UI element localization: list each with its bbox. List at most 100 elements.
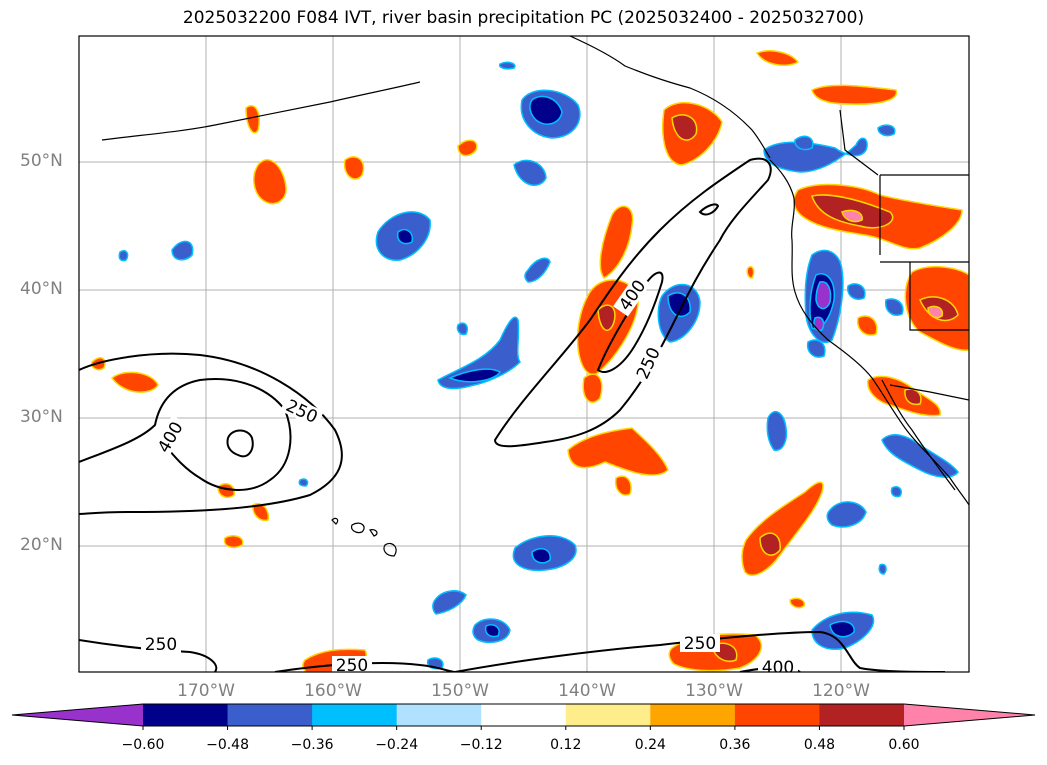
- positive-pc-area: [746, 266, 755, 279]
- baja-coastline: [881, 379, 956, 491]
- ivt-contour-400: [79, 378, 292, 491]
- colorbar-segment: [396, 704, 482, 726]
- lon-label-120w: 120°W: [812, 681, 870, 701]
- positive-pc-area: [867, 375, 941, 417]
- colorbar-tick-label: −0.24: [375, 737, 419, 753]
- positive-pc-area: [671, 114, 698, 141]
- negative-pc-area: [171, 240, 194, 261]
- colorbar-segment: [481, 704, 567, 726]
- contour-label: 250: [336, 656, 368, 676]
- positive-pc-area: [759, 532, 781, 556]
- colorbar-tick-label: −0.12: [459, 737, 503, 753]
- positive-pc-area: [927, 305, 944, 319]
- colorbar-tick-label: −0.60: [121, 737, 165, 753]
- ivt-contour-250: [493, 157, 772, 448]
- positive-pc-area: [567, 427, 669, 476]
- positive-pc-area: [741, 481, 824, 576]
- colorbar-segment: [819, 704, 905, 726]
- positive-pc-area: [811, 84, 898, 105]
- ivt-contour-400: [596, 271, 664, 373]
- colorbar-tick-label: 0.12: [550, 737, 582, 753]
- positive-pc-area: [457, 139, 478, 157]
- negative-pc-area: [878, 563, 887, 575]
- colorbar-segment: [565, 704, 651, 726]
- negative-pc-area: [531, 548, 551, 564]
- negative-pc-area: [396, 228, 414, 245]
- colorbar-tick-label: −0.48: [206, 737, 249, 753]
- negative-pc-area: [794, 135, 814, 151]
- colorbar-segment: [143, 704, 229, 726]
- ivt-contour-small: [698, 203, 720, 216]
- positive-pc-area: [755, 50, 800, 66]
- gridlines: [79, 36, 969, 672]
- canada-inland-border: [839, 109, 879, 176]
- positive-pc-area: [841, 209, 863, 223]
- colorbar-tick-label: 0.36: [719, 737, 751, 753]
- colorbar-segment: [227, 704, 313, 726]
- lat-label-20n: 20°N: [20, 535, 63, 555]
- negative-pc-area: [829, 620, 855, 638]
- positive-pc-area: [582, 373, 603, 403]
- colorbar-segment: [650, 704, 736, 726]
- colorbar-segment: [312, 704, 398, 726]
- positive-pc-area: [253, 159, 287, 205]
- positive-pc-area: [223, 535, 244, 549]
- lon-label-140w: 140°W: [558, 681, 616, 701]
- negative-pc-area: [448, 368, 502, 383]
- hawaii-islands: [331, 517, 397, 557]
- lon-label-130w: 130°W: [685, 681, 743, 701]
- negative-pc-area: [813, 316, 825, 332]
- positive-pc-area: [857, 315, 878, 336]
- alaska-coastline: [101, 81, 421, 141]
- positive-pc-area: [614, 475, 632, 496]
- lon-label-160w: 160°W: [304, 681, 362, 701]
- colorbar-extend-high: [904, 704, 1035, 726]
- map-area: 250 400 400 250 250 250 250 400: [79, 36, 969, 678]
- negative-pc-area: [513, 159, 547, 186]
- positive-pc-area: [245, 105, 260, 134]
- positive-pc-area: [343, 156, 365, 180]
- colorbar-extend-low: [12, 704, 143, 726]
- state-border: [879, 175, 969, 331]
- map-frame: [78, 35, 970, 673]
- negative-pc-area: [763, 137, 868, 173]
- negative-pc-area: [432, 590, 467, 615]
- lat-label-50n: 50°N: [20, 151, 63, 171]
- lat-label-30n: 30°N: [20, 407, 63, 427]
- colorbar-segment: [734, 704, 820, 726]
- positive-pc-area: [597, 304, 616, 331]
- contour-label: 400: [762, 658, 794, 678]
- ivt-contour-250: [454, 630, 946, 672]
- contour-label: 250: [145, 635, 177, 655]
- negative-pc-area: [524, 257, 551, 283]
- lon-label-170w: 170°W: [177, 681, 235, 701]
- negative-pc-area: [484, 624, 500, 638]
- us-mexico-border: [889, 384, 969, 401]
- negative-pc-area: [498, 61, 516, 70]
- positive-pc-area: [599, 205, 634, 279]
- ivt-contour-250: [79, 352, 343, 515]
- negative-pc-area: [118, 249, 129, 262]
- colorbar-tick-label: −0.36: [290, 737, 334, 753]
- colorbar-tick-label: 0.48: [803, 737, 836, 753]
- negative-pc-area: [667, 292, 691, 317]
- negative-pc-area: [815, 281, 832, 310]
- negative-pc-area: [529, 95, 563, 125]
- ivt-contour-250: [274, 661, 456, 672]
- alaska-coastline: [569, 36, 771, 159]
- contour-labels: 250 400 400 250 250 250 250 400: [141, 273, 798, 678]
- negative-pc-area: [885, 298, 904, 316]
- negative-pc-area: [298, 478, 309, 487]
- positive-pc-area: [110, 371, 159, 393]
- positive-pc-areas: [90, 50, 969, 672]
- negative-pc-area: [437, 316, 521, 390]
- north-america-coastline: [769, 159, 969, 506]
- ivt-contours: [79, 157, 946, 672]
- lon-label-150w: 150°W: [431, 681, 489, 701]
- lat-label-40n: 40°N: [20, 279, 63, 299]
- contour-label: 250: [684, 634, 716, 654]
- negative-pc-area: [890, 485, 903, 498]
- negative-pc-area: [766, 410, 788, 451]
- ivt-contour-250: [79, 639, 218, 672]
- negative-pc-area: [456, 322, 469, 336]
